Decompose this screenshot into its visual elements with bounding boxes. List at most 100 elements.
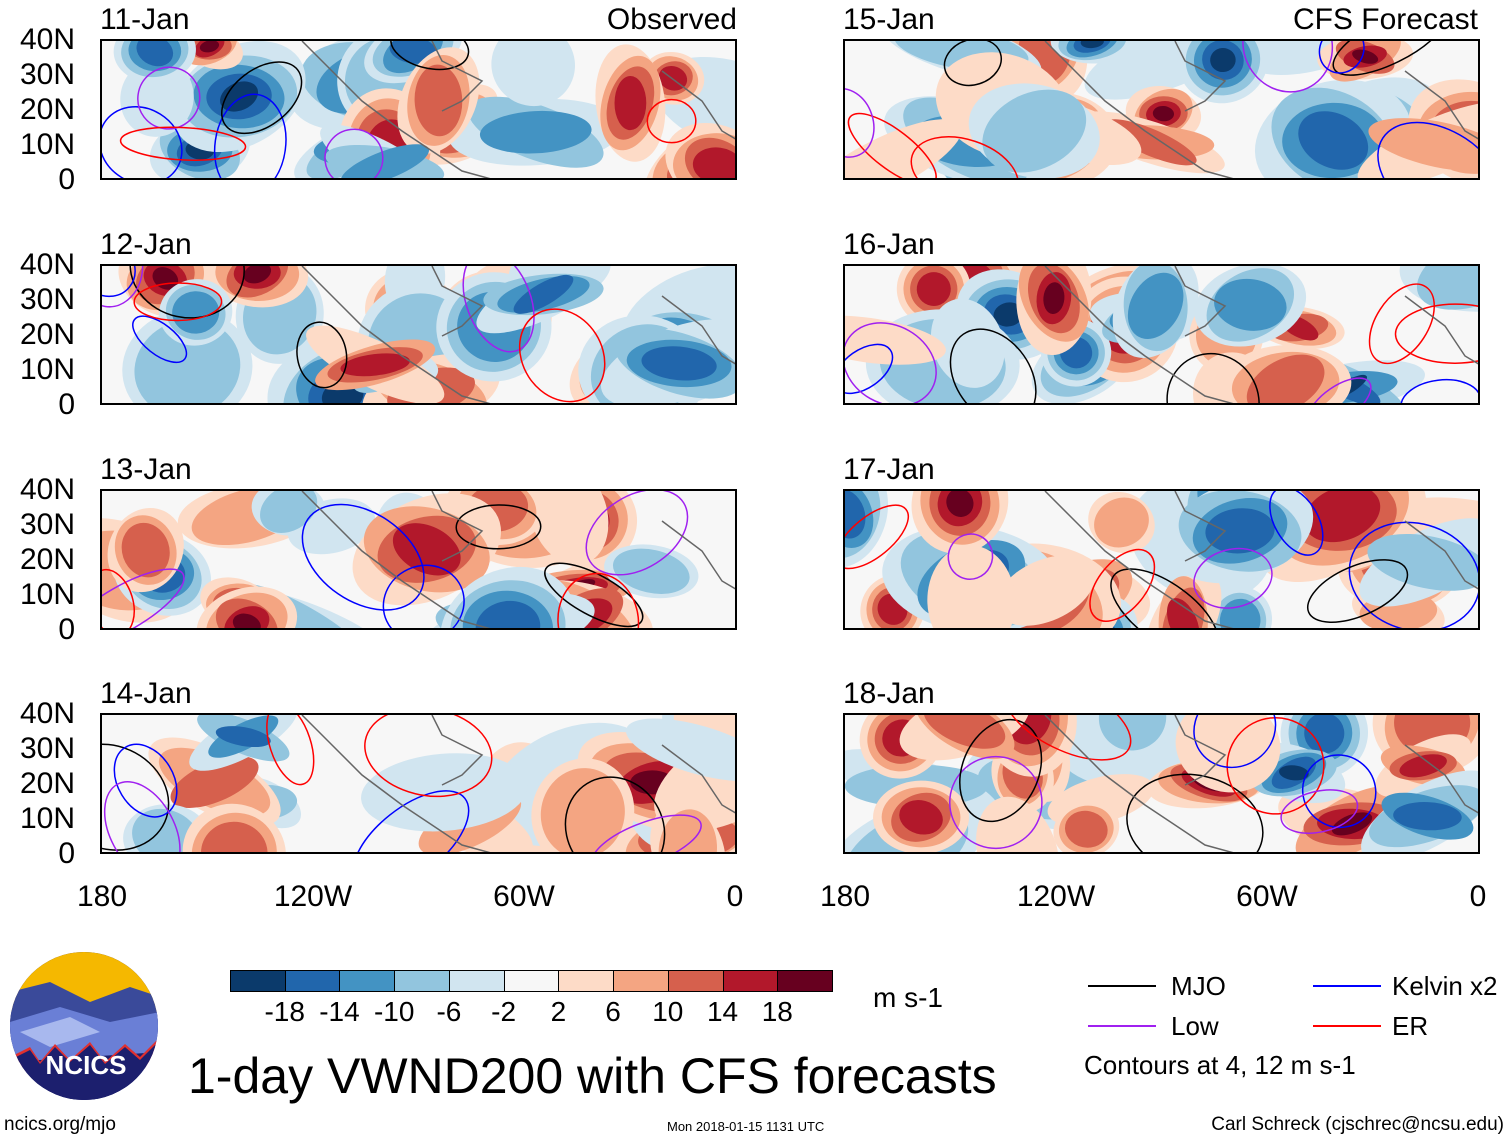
lat-label: 40N [19,248,75,281]
wave-contour [1166,352,1260,403]
wave-contour [1306,559,1409,623]
wave-contour [1301,754,1377,829]
anomaly-shading [1043,282,1065,315]
anomaly-shading [1416,266,1478,310]
wave-contour [113,743,178,818]
wave-contour [518,308,606,403]
lat-label: 40N [19,23,75,56]
anomaly-shading [491,41,576,107]
wave-contour [221,61,303,135]
anomaly-shading [392,523,461,576]
anomaly-shading [658,809,718,852]
coastline [301,41,735,178]
wave-contour [133,282,223,322]
wave-contour [845,504,909,570]
wave-contour [462,266,535,353]
wave-contour [102,568,185,628]
lat-label: 40N [19,697,75,730]
colorbar-units: m s-1 [873,982,943,1013]
lon-label: 180 [76,880,128,913]
colorbar-swatch [722,970,779,992]
colorbar-label: 18 [761,996,793,1027]
anomaly-shading [612,548,690,594]
colorbar-swatch [503,970,560,992]
lat-label: 40N [19,473,75,506]
wave-contour [948,755,1043,850]
wave-contour [455,504,542,550]
wave-contour [213,93,287,178]
wave-contour [1193,547,1273,609]
anomaly-shading [923,715,1006,749]
wave-contour [137,66,201,130]
wave-contour [910,136,1020,178]
lon-label: 120W [273,880,353,913]
wave-contour [1368,283,1435,365]
anomaly-shading [1304,491,1381,543]
anomaly-shading [845,491,866,539]
anomaly-shading [121,522,170,578]
anomaly-shading [132,808,201,852]
colorbar-label: 10 [652,996,684,1027]
wave-contour [1307,377,1372,403]
anomaly-shading [1084,41,1244,100]
colorbar-label: -6 [436,996,462,1027]
anomaly-shading [927,545,1016,628]
colorbar-swatch [613,970,669,992]
legend-line-low [1088,1025,1156,1027]
map-panel [843,489,1480,630]
legend-er: ER [1392,1011,1429,1041]
panel-date: 12-Jan [100,228,192,261]
footer-url[interactable]: ncics.org/mjo [4,1114,116,1135]
anomaly-shading [1205,508,1275,554]
footer-author: Carl Schreck (cjschrec@ncsu.edu) [1211,1114,1504,1135]
anomaly-shading [1214,278,1287,331]
contour-note: Contours at 4, 12 m s-1 [1084,1050,1356,1080]
lon-label: 60W [1236,880,1298,913]
coastline [301,491,735,628]
anomaly-shading [993,302,1024,327]
anomaly-shading [414,64,463,137]
panel-date: 17-Jan [843,453,935,486]
wave-contour [646,98,697,144]
anomaly-shading [1175,715,1281,793]
wave-contour [102,105,183,178]
colorbar-swatch [230,970,286,992]
map-panel [100,39,737,180]
anomaly-shading [232,613,261,628]
panel-date: 15-Jan [843,3,935,36]
wave-contour [301,503,425,611]
wave-contour [1332,41,1447,76]
wave-contour [364,715,493,798]
wave-contour [544,562,644,628]
panel-date: 14-Jan [100,677,192,710]
wave-contour [1318,41,1365,74]
wave-contour [103,780,181,852]
wave-contour [585,491,689,576]
wave-contour [132,315,188,364]
colorbar-swatch [777,970,833,992]
logo-text: NCICS [46,1050,127,1080]
anomaly-shading [1167,598,1200,628]
wave-contour [564,776,666,852]
anomaly-shading [1152,105,1175,122]
wave-contour [266,715,315,786]
wave-contour [390,41,470,71]
lat-label: 0 [58,163,75,196]
anomaly-shading [1080,41,1104,49]
wave-contour [1377,121,1478,178]
lat-label: 10N [19,802,75,835]
lat-label: 20N [19,318,75,351]
colorbar-swatch [339,970,396,992]
lat-label: 20N [19,543,75,576]
panel-date: 13-Jan [100,453,192,486]
anomaly-shading [201,821,268,852]
anomaly-shading [1246,354,1325,403]
legend-line-kelvin [1313,985,1381,987]
lat-label: 30N [19,58,75,91]
wave-contour [1280,789,1359,834]
wave-contour [102,568,135,628]
colorbar-swatch [448,970,505,992]
anomaly-shading [1127,272,1184,339]
anomaly-shading [641,346,717,381]
